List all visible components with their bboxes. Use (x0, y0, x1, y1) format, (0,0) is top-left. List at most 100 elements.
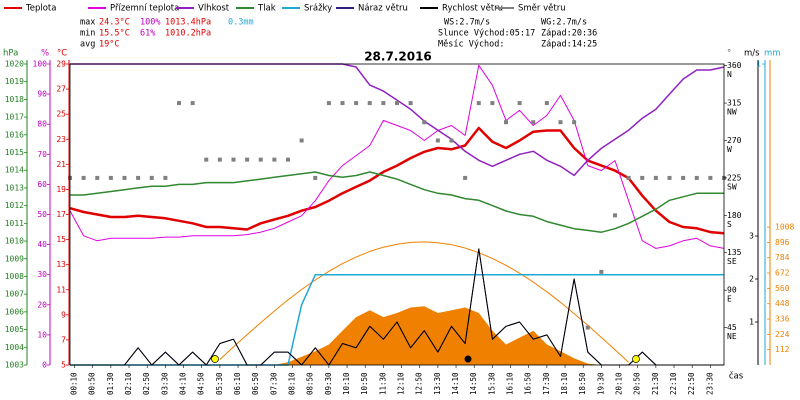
legend-label: Směr větru (518, 4, 566, 14)
direction-point (449, 138, 454, 143)
direction-point (258, 157, 263, 162)
series-line (70, 171, 724, 233)
y-tick-label: 1018 (5, 95, 24, 104)
y-tick-label: 19 (56, 185, 66, 194)
plot-frame (69, 63, 725, 366)
info-temp: 24.3°C (99, 18, 130, 28)
direction-point (504, 120, 508, 125)
x-tick-label: 02:50 (142, 372, 151, 395)
y-tick-label: 30 (37, 270, 47, 279)
x-tick-label: 13:30 (433, 372, 442, 395)
y-tick-label: 23 (56, 135, 66, 144)
x-tick-label: 18:10 (560, 372, 569, 395)
info-rain: 0.3mm (228, 18, 254, 28)
direction-point (204, 157, 209, 162)
direction-point (463, 175, 468, 180)
y-tick-label: 112 (775, 345, 790, 354)
y-tick-label: 1005 (5, 325, 24, 334)
direction-point (653, 175, 658, 180)
direction-point (408, 101, 413, 106)
direction-point (286, 157, 290, 162)
y-tick-sublabel: E (727, 295, 732, 304)
direction-point (231, 157, 236, 162)
direction-point (572, 120, 577, 125)
direction-point (381, 101, 386, 106)
x-tick-label: 18:50 (578, 372, 587, 395)
axis-label: m/s (744, 49, 760, 59)
x-tick-label: 12:10 (397, 372, 406, 395)
x-tick-label: 14:10 (451, 372, 460, 395)
y-tick-label: 1006 (5, 307, 24, 316)
direction-point (326, 101, 331, 106)
x-tick-label: 11:30 (378, 372, 387, 395)
legend-label: Vlhkost (198, 4, 230, 14)
x-tick-label: 16:10 (506, 372, 515, 395)
y-tick-label: 1016 (5, 130, 24, 139)
legend-label: Teplota (25, 4, 56, 14)
x-tick-label: 02:10 (124, 372, 133, 395)
y-tick-label: 1019 (5, 77, 24, 86)
direction-point (585, 325, 590, 330)
x-tick-label: 03:30 (160, 372, 169, 395)
y-tick-label: 5 (61, 361, 66, 370)
y-tick-label: 1008 (5, 272, 24, 281)
direction-point (149, 175, 154, 180)
info-label: min (80, 29, 95, 39)
x-axis-label: čas (729, 371, 744, 382)
y-tick-label: 2 (749, 275, 754, 284)
axis-label: % (41, 49, 49, 59)
direction-point (136, 175, 141, 180)
direction-point (694, 175, 699, 180)
info-hum: 61% (140, 29, 155, 39)
direction-point (422, 120, 427, 125)
info-right: WS:2.7m/s (444, 18, 490, 28)
solar-area (70, 306, 724, 365)
y-tick-label: 315 (727, 99, 742, 108)
y-tick-label: 27 (56, 85, 66, 94)
direction-point (476, 101, 481, 106)
y-tick-label: 360 (727, 61, 742, 70)
info-hum: 100% (140, 18, 160, 28)
info-press: 1010.2hPa (165, 29, 211, 39)
info-temp: 15.5°C (99, 29, 130, 39)
direction-point (163, 175, 168, 180)
info-right: Slunce Východ:05:17 (438, 29, 535, 39)
y-tick-label: 1015 (5, 148, 24, 157)
x-tick-label: 01:30 (106, 372, 115, 395)
axis-label: hPa (3, 49, 18, 59)
direction-point (122, 175, 127, 180)
x-tick-label: 16:50 (524, 372, 533, 395)
info-press: 1013.4hPa (165, 18, 211, 28)
y-tick-label: 1012 (5, 201, 24, 210)
x-tick-label: 12:50 (415, 372, 424, 395)
direction-point (190, 101, 195, 106)
y-tick-label: 1013 (5, 183, 24, 192)
moonset-marker (464, 355, 472, 363)
x-tick-label: 08:50 (306, 372, 315, 395)
info-temp: 19°C (99, 40, 119, 50)
x-tick-label: 08:10 (288, 372, 297, 395)
direction-point (681, 175, 686, 180)
y-tick-label: 17 (56, 210, 66, 219)
x-tick-label: 15:30 (487, 372, 496, 395)
y-tick-sublabel: N (727, 70, 732, 79)
y-tick-label: 1007 (5, 290, 24, 299)
x-tick-label: 20:50 (633, 372, 642, 395)
info-right: Měsíc Východ: (438, 40, 505, 50)
y-tick-label: 1009 (5, 254, 24, 263)
y-tick-label: 3 (749, 232, 754, 241)
y-tick-sublabel: NE (727, 332, 737, 341)
x-tick-label: 17:30 (542, 372, 551, 395)
y-tick-label: 15 (56, 235, 66, 244)
solar-theory-line (219, 241, 629, 363)
direction-point (177, 101, 181, 106)
x-tick-label: 23:30 (705, 372, 714, 395)
direction-point (245, 157, 250, 162)
direction-point (395, 101, 399, 106)
direction-point (558, 120, 563, 125)
axis-label: °C (57, 49, 67, 59)
sunrise-marker (211, 355, 219, 363)
y-tick-label: 1 (749, 318, 754, 327)
direction-point (599, 269, 604, 274)
